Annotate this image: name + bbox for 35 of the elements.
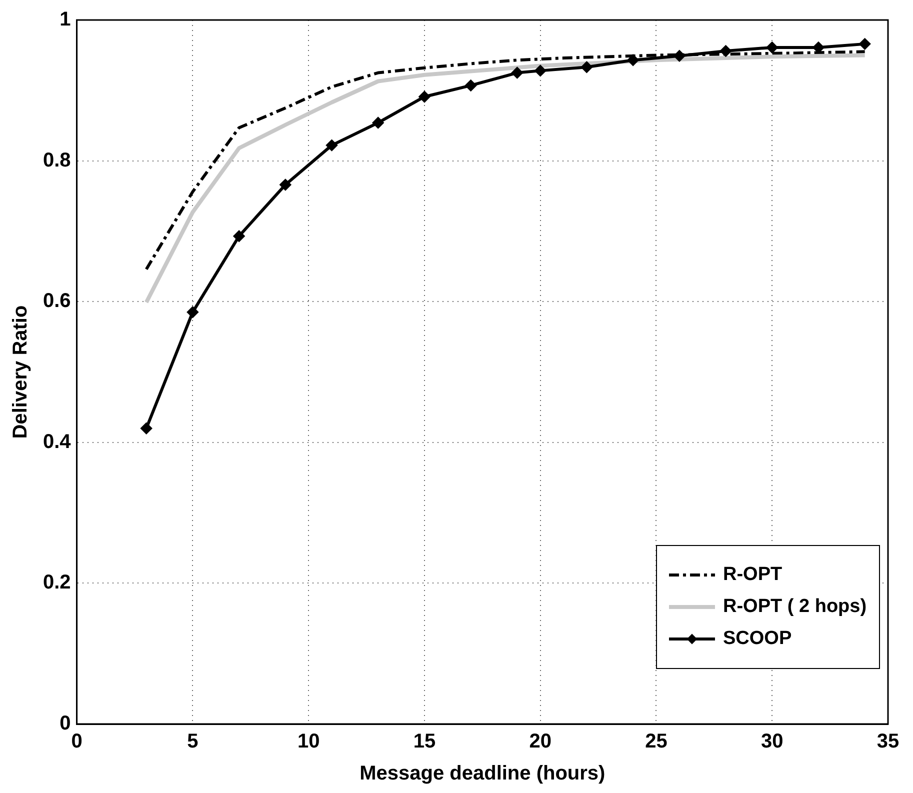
point [465,80,476,91]
x-tick-label: 35 [876,730,900,753]
point [187,306,198,318]
point [674,50,685,62]
point [581,62,592,73]
y-tick-label: 1 [60,8,71,31]
point [628,54,639,66]
point [534,65,546,76]
point [140,422,152,434]
x-tick-label: 25 [645,730,668,753]
point [512,67,523,78]
x-tick-label: 5 [187,730,198,753]
x-tick-label: 20 [529,730,552,753]
x-tick-label: 10 [297,730,320,753]
point [859,38,870,50]
y-tick-label: 0 [60,712,71,735]
y-tick-label: 0.2 [42,572,71,594]
point [418,91,430,102]
y-axis-title: Delivery Ratio [10,305,32,439]
x-axis-title: Message deadline (hours) [360,762,606,785]
y-tick-label: 0.8 [42,149,71,172]
point [234,230,245,242]
legend-label: R-OPT ( 2 hops) [723,596,867,618]
point [720,45,732,56]
point [766,42,778,53]
point [326,140,338,151]
x-tick-label: 15 [413,730,436,753]
point [280,179,291,190]
y-tick-label: 0.4 [42,430,72,453]
point [812,42,824,53]
legend-label: R-OPT [723,564,782,586]
legend-label: SCOOP [723,628,792,650]
x-tick-label: 30 [760,730,784,753]
point [372,117,384,128]
y-tick-label: 0.6 [42,290,71,312]
